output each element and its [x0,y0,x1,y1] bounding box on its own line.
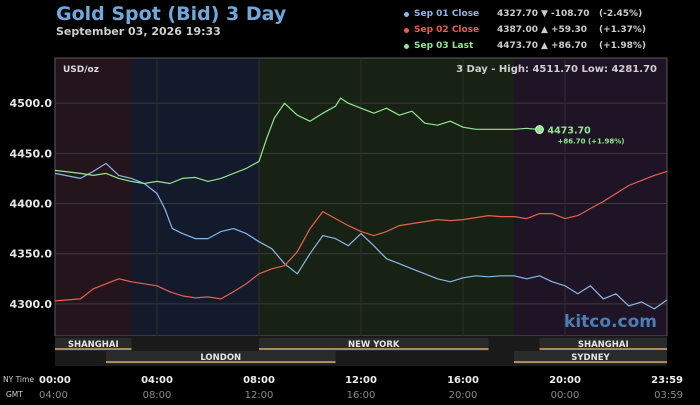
legend-value-sep03: 4473.70 [497,41,538,51]
legend-name-sep02: Sep 02 Close [414,25,480,35]
last-price-change: +86.70 (+1.98%) [558,138,625,146]
x-axis: 00:00 04:00 04:00 08:00 08:00 12:00 12:00 16:00… [39,375,683,401]
session-label: SHANGHAI [68,340,119,350]
legend-pct-sep02: (+1.37%) [599,25,646,35]
y-axis: 4300.0 4350.0 4400.0 4450.0 4500.0 [10,97,53,311]
legend-row-sep01: Sep 01 Close 4327.70 ▼ -108.70 (-2.45%) [404,6,646,22]
y-tick-label: 4500.0 [10,97,53,110]
y-tick-label: 4350.0 [10,248,53,261]
ny-time-label: NY Time [3,375,34,384]
x-tick-ny: 00:00 [39,375,71,386]
x-tick-ny: 04:00 [141,375,173,386]
legend-row-sep03: Sep 03 Last 4473.70 ▲ +86.70 (+1.98%) [404,38,646,54]
last-price-dot [535,125,544,134]
legend-value-sep02: 4387.00 [497,25,538,35]
series-lines [54,97,668,310]
legend-pct-sep01: (-2.45%) [599,9,643,19]
legend-change-sep01: -108.70 [551,9,590,19]
series-line-sep-01 [54,162,668,310]
series-line-sep-03 [54,97,540,185]
x-tick-ny: 12:00 [345,375,377,386]
y-tick-label: 4300.0 [10,298,53,311]
grid [55,58,667,336]
gmt-label: GMT [6,390,23,399]
legend-row-sep02: Sep 02 Close 4387.00 ▲ +59.30 (+1.37%) [404,22,646,38]
session-label: LONDON [200,353,241,363]
session-bar: SHANGHAI LONDON NEW YORK SHANGHAI SYDNEY [55,336,667,366]
session-block [539,338,667,351]
x-tick-gmt: 16:00 [347,390,376,401]
session-band [131,58,259,336]
legend-name-sep01: Sep 01 Close [414,9,480,19]
legend-change-sep02: +59.30 [551,25,588,35]
x-tick-ny: 08:00 [243,375,275,386]
y-tick-label: 4450.0 [10,147,53,160]
x-tick-gmt: 12:00 [245,390,274,401]
session-band [259,58,514,336]
session-block [514,351,667,364]
range-text: 3 Day - High: 4511.70 Low: 4281.70 [456,64,657,75]
chart-title: Gold Spot (Bid) 3 Day [56,3,287,25]
x-tick-gmt: 00:00 [551,390,580,401]
session-block [259,338,489,351]
series-line-sep-02 [54,170,668,302]
legend-arrow-sep02: ▲ [541,25,548,35]
x-tick-ny: 16:00 [447,375,479,386]
legend-arrow-sep01: ▼ [541,9,548,19]
legend-pct-sep03: (+1.98%) [599,41,646,51]
session-label: NEW YORK [348,340,400,350]
chart-subtitle: September 03, 2026 19:33 [56,25,221,38]
y-tick-label: 4400.0 [10,198,53,211]
x-tick-ny: 23:59 [651,375,683,386]
legend-arrow-sep03: ▲ [541,41,548,51]
legend-name-sep03: Sep 03 Last [414,41,474,51]
x-tick-gmt: 03:59 [654,390,683,401]
last-price-marker: 4473.70+86.70 (+1.98%) [535,125,625,146]
legend-change-sep03: +86.70 [551,41,588,51]
session-block [106,351,336,364]
session-label: SYDNEY [571,353,610,363]
watermark: kitco.com [564,312,657,332]
x-tick-gmt: 20:00 [449,390,478,401]
legend-dot-sep01 [404,11,409,17]
legend-value-sep01: 4327.70 [497,9,538,19]
last-price-label: 4473.70 [548,126,592,137]
legend-dot-sep03 [404,43,409,49]
session-label: SHANGHAI [578,340,629,350]
unit-label: USD/oz [63,65,99,75]
x-tick-gmt: 04:00 [39,390,68,401]
x-tick-gmt: 08:00 [143,390,172,401]
legend: Sep 01 Close 4327.70 ▼ -108.70 (-2.45%) … [404,6,646,54]
session-band [514,58,667,336]
session-band [55,58,132,336]
session-block [55,338,132,351]
legend-dot-sep02 [404,27,409,33]
x-tick-ny: 20:00 [549,375,581,386]
